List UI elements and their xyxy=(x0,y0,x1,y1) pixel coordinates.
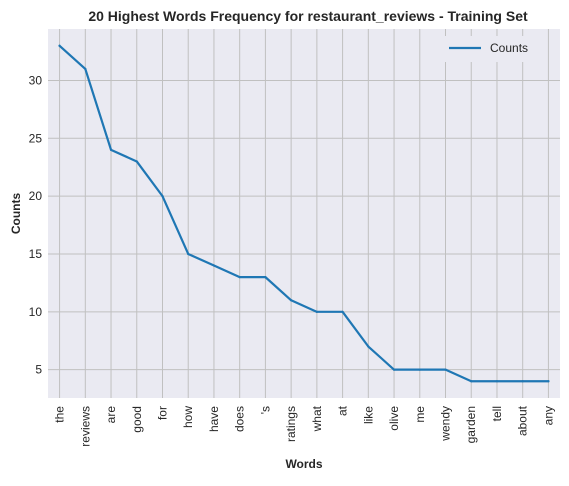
data-point xyxy=(58,44,61,47)
legend: Counts xyxy=(440,36,540,62)
data-point xyxy=(135,160,138,163)
plot-area xyxy=(48,29,560,398)
y-tick-label: 20 xyxy=(29,189,43,203)
data-point xyxy=(547,380,550,383)
series-line-counts xyxy=(58,44,550,383)
data-point xyxy=(444,368,447,371)
x-tick-label: olive xyxy=(387,406,401,431)
data-point xyxy=(392,368,396,371)
x-tick-label: does xyxy=(233,406,247,432)
data-point xyxy=(290,299,293,302)
data-point xyxy=(161,195,164,198)
grid-lines xyxy=(48,29,560,398)
y-tick-label: 25 xyxy=(29,131,43,145)
x-tick-label: what xyxy=(310,405,324,432)
x-tick-label: like xyxy=(361,406,375,424)
legend-label-counts: Counts xyxy=(490,41,528,55)
y-tick-label: 15 xyxy=(29,247,43,261)
x-tick-labels: the reviews are good for how have does 's ratings… xyxy=(53,405,556,446)
x-tick-label: garden xyxy=(464,406,478,443)
x-tick-label: at xyxy=(336,405,350,416)
data-point xyxy=(315,310,318,313)
x-tick-label: about xyxy=(516,405,530,436)
data-point xyxy=(495,380,499,383)
x-tick-label: the xyxy=(53,406,67,423)
y-axis-label: Counts xyxy=(9,193,23,235)
x-tick-label: how xyxy=(181,406,195,428)
y-tick-label: 10 xyxy=(29,305,43,319)
x-tick-label: reviews xyxy=(78,406,92,447)
x-tick-label: are xyxy=(104,406,118,424)
data-point xyxy=(238,276,241,279)
data-point xyxy=(418,368,421,371)
data-point xyxy=(470,380,473,383)
data-point xyxy=(187,252,190,256)
x-tick-label: me xyxy=(413,406,427,423)
data-point xyxy=(109,148,113,151)
x-tick-label: good xyxy=(130,406,144,433)
x-tick-label: wendy xyxy=(439,406,453,442)
x-tick-label: 's xyxy=(258,406,272,414)
data-point xyxy=(341,310,344,313)
x-tick-label: for xyxy=(155,406,169,420)
x-tick-label: any xyxy=(541,406,555,425)
x-tick-label: have xyxy=(207,406,221,432)
series-layer xyxy=(58,44,550,383)
y-tick-label: 5 xyxy=(35,363,42,377)
y-tick-label: 30 xyxy=(29,73,43,87)
data-point xyxy=(367,345,370,348)
data-point xyxy=(84,67,87,71)
chart-title: 20 Highest Words Frequency for restauran… xyxy=(88,8,528,24)
x-tick-label: ratings xyxy=(284,406,298,442)
data-point xyxy=(212,264,216,267)
y-tick-labels: 5 10 15 20 25 30 xyxy=(29,73,43,376)
x-axis-label: Words xyxy=(285,457,322,471)
data-point xyxy=(521,380,524,383)
data-point xyxy=(264,276,267,279)
x-tick-label: tell xyxy=(490,406,504,421)
